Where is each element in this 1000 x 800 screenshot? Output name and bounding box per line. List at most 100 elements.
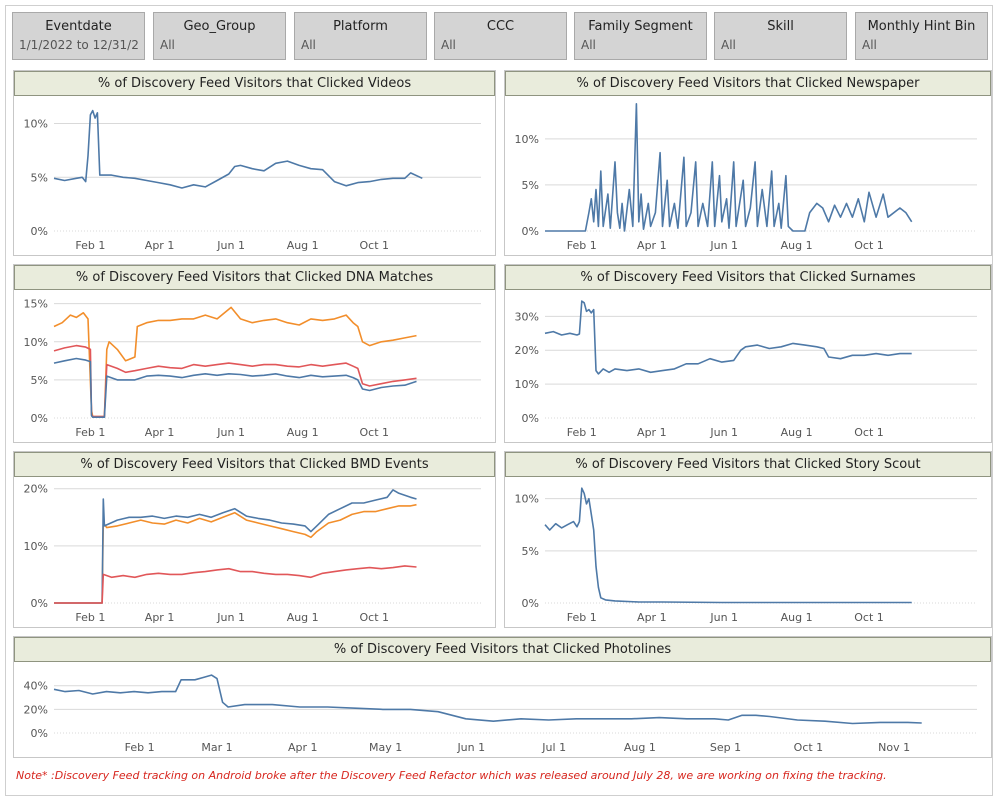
x-tick-label: Oct 1 bbox=[359, 426, 389, 439]
chart-title: % of Discovery Feed Visitors that Clicke… bbox=[14, 452, 495, 477]
filter-value[interactable]: All bbox=[160, 38, 175, 52]
x-tick-label: Nov 1 bbox=[878, 741, 910, 754]
x-tick-label: Aug 1 bbox=[287, 611, 319, 624]
x-tick-label: Apr 1 bbox=[637, 239, 667, 252]
x-tick-label: Feb 1 bbox=[75, 611, 105, 624]
y-tick-label: 15% bbox=[24, 298, 48, 311]
y-tick-label: 10% bbox=[515, 378, 539, 391]
x-tick-label: Aug 1 bbox=[287, 426, 319, 439]
filter-value[interactable]: All bbox=[441, 38, 456, 52]
chart-title: % of Discovery Feed Visitors that Clicke… bbox=[505, 265, 991, 290]
x-tick-label: Feb 1 bbox=[125, 741, 155, 754]
chart-panel-videos: % of Discovery Feed Visitors that Clicke… bbox=[13, 70, 496, 256]
chart-story-scout[interactable]: 0% 5% 10% Feb 1 Apr 1 Jun 1 Aug 1 Oct 1 bbox=[505, 452, 993, 629]
y-tick-label: 5% bbox=[31, 374, 48, 387]
x-tick-label: Feb 1 bbox=[567, 239, 597, 252]
filter-bar: Eventdate 1/1/2022 to 12/31/2.. Geo_Grou… bbox=[12, 12, 992, 62]
series-line-0[interactable] bbox=[544, 487, 912, 604]
y-tick-label: 20% bbox=[24, 483, 48, 496]
series-line-2[interactable] bbox=[53, 357, 417, 418]
chart-panel-story-scout: % of Discovery Feed Visitors that Clicke… bbox=[504, 451, 992, 628]
x-tick-label: Jun 1 bbox=[456, 741, 485, 754]
x-tick-label: Oct 1 bbox=[854, 239, 884, 252]
x-tick-label: Feb 1 bbox=[75, 239, 105, 252]
x-tick-label: Jun 1 bbox=[709, 239, 738, 252]
series-line-2[interactable] bbox=[54, 565, 417, 604]
series-line-0[interactable] bbox=[545, 103, 913, 232]
y-tick-label: 0% bbox=[522, 597, 539, 610]
series-line-1[interactable] bbox=[53, 344, 417, 418]
chart-title: % of Discovery Feed Visitors that Clicke… bbox=[505, 71, 991, 96]
series-line-1[interactable] bbox=[54, 489, 417, 604]
y-tick-label: 0% bbox=[31, 412, 48, 425]
x-tick-label: Feb 1 bbox=[567, 611, 597, 624]
y-tick-label: 5% bbox=[31, 171, 48, 184]
dashboard-frame bbox=[5, 5, 993, 796]
series-line-0[interactable] bbox=[53, 306, 417, 418]
chart-panel-bmd-events: % of Discovery Feed Visitors that Clicke… bbox=[13, 451, 496, 628]
x-tick-label: Feb 1 bbox=[75, 426, 105, 439]
y-tick-label: 30% bbox=[515, 310, 539, 323]
x-tick-label: Apr 1 bbox=[145, 426, 175, 439]
filter-label: Platform bbox=[333, 19, 388, 34]
chart-videos[interactable]: 0% 5% 10% Feb 1 Apr 1 Jun 1 Aug 1 Oct 1 bbox=[14, 71, 497, 257]
filter-label: Family Segment bbox=[588, 19, 693, 34]
x-tick-label: Jun 1 bbox=[216, 611, 245, 624]
x-tick-label: Apr 1 bbox=[145, 239, 175, 252]
filter-label: Skill bbox=[767, 19, 794, 34]
series-line-0[interactable] bbox=[53, 109, 423, 189]
x-tick-label: Aug 1 bbox=[781, 426, 813, 439]
filter-value[interactable]: 1/1/2022 to 12/31/2.. bbox=[19, 38, 140, 52]
filter-family-segment[interactable]: Family Segment All bbox=[574, 12, 707, 60]
filter-value[interactable]: All bbox=[301, 38, 316, 52]
filter-label: Eventdate bbox=[45, 19, 112, 34]
y-tick-label: 0% bbox=[522, 225, 539, 238]
series-line-0[interactable] bbox=[53, 674, 922, 725]
chart-panel-dna-matches: % of Discovery Feed Visitors that Clicke… bbox=[13, 264, 496, 443]
y-tick-label: 10% bbox=[515, 133, 539, 146]
chart-title: % of Discovery Feed Visitors that Clicke… bbox=[14, 71, 495, 96]
y-tick-label: 0% bbox=[522, 412, 539, 425]
chart-bmd-events[interactable]: 0% 10% 20% Feb 1 Apr 1 Jun 1 Aug 1 Oct 1 bbox=[14, 452, 497, 629]
x-tick-label: Sep 1 bbox=[710, 741, 741, 754]
series-line-0[interactable] bbox=[544, 300, 912, 375]
x-tick-label: Jun 1 bbox=[709, 611, 738, 624]
filter-value[interactable]: All bbox=[581, 38, 596, 52]
x-tick-label: Oct 1 bbox=[854, 611, 884, 624]
y-tick-label: 0% bbox=[31, 225, 48, 238]
filter-value[interactable]: All bbox=[862, 38, 877, 52]
x-tick-label: Jun 1 bbox=[216, 239, 245, 252]
y-tick-label: 40% bbox=[24, 680, 48, 693]
y-tick-label: 5% bbox=[522, 545, 539, 558]
chart-surnames[interactable]: 0% 10% 20% 30% Feb 1 Apr 1 Jun 1 Aug 1 Oct 1 bbox=[505, 265, 993, 444]
y-tick-label: 10% bbox=[24, 118, 48, 131]
x-tick-label: Jul 1 bbox=[541, 741, 566, 754]
chart-dna-matches[interactable]: 0% 5% 10% 15% Feb 1 Apr 1 Jun 1 Aug 1 Oct 1 bbox=[14, 265, 497, 444]
chart-panel-photolines: % of Discovery Feed Visitors that Clicke… bbox=[13, 636, 992, 758]
filter-platform[interactable]: Platform All bbox=[294, 12, 427, 60]
y-tick-label: 20% bbox=[515, 344, 539, 357]
filter-eventdate[interactable]: Eventdate 1/1/2022 to 12/31/2.. bbox=[12, 12, 145, 60]
chart-newspaper[interactable]: 0% 5% 10% Feb 1 Apr 1 Jun 1 Aug 1 Oct 1 bbox=[505, 71, 993, 257]
filter-value[interactable]: All bbox=[721, 38, 736, 52]
filter-label: Geo_Group bbox=[183, 19, 256, 34]
y-tick-label: 5% bbox=[522, 179, 539, 192]
chart-title: % of Discovery Feed Visitors that Clicke… bbox=[14, 265, 495, 290]
chart-title: % of Discovery Feed Visitors that Clicke… bbox=[14, 637, 991, 662]
x-tick-label: Jun 1 bbox=[709, 426, 738, 439]
filter-label: CCC bbox=[486, 19, 515, 34]
y-tick-label: 10% bbox=[24, 540, 48, 553]
filter-skill[interactable]: Skill All bbox=[714, 12, 847, 60]
series-line-0[interactable] bbox=[54, 503, 417, 604]
x-tick-label: Oct 1 bbox=[359, 611, 389, 624]
x-tick-label: Oct 1 bbox=[854, 426, 884, 439]
filter-geo-group[interactable]: Geo_Group All bbox=[153, 12, 286, 60]
chart-photolines[interactable]: 0% 20% 40% Feb 1 Mar 1 Apr 1 May 1 Jun 1 Jul 1 Au… bbox=[14, 637, 993, 759]
y-tick-label: 10% bbox=[24, 336, 48, 349]
filter-ccc[interactable]: CCC All bbox=[434, 12, 567, 60]
x-tick-label: Aug 1 bbox=[781, 239, 813, 252]
x-tick-label: Feb 1 bbox=[567, 426, 597, 439]
x-tick-label: Aug 1 bbox=[287, 239, 319, 252]
filter-monthly-hint-bin[interactable]: Monthly Hint Bin All bbox=[855, 12, 988, 60]
x-tick-label: Mar 1 bbox=[201, 741, 232, 754]
